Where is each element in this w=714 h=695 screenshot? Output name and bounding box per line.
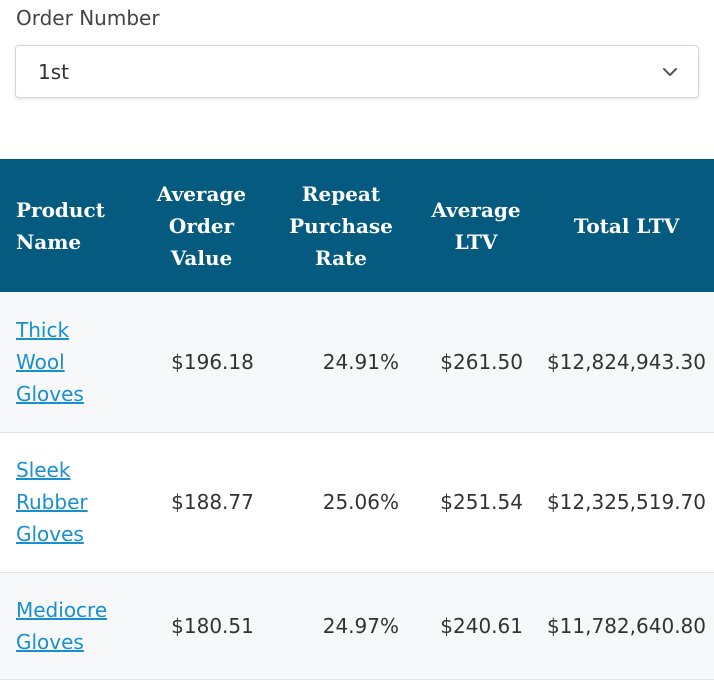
header-repeat-purchase-rate[interactable]: Repeat Purchase Rate bbox=[289, 181, 393, 270]
product-name-cell: Mediocre Gloves bbox=[0, 572, 134, 680]
total-ltv-cell: $12,325,519.70 bbox=[539, 432, 714, 573]
average-ltv-cell: $261.50 bbox=[413, 292, 539, 433]
product-ltv-table: Product Name Average Order Value Repeat … bbox=[0, 159, 714, 680]
order-number-label: Order Number bbox=[16, 6, 160, 30]
header-average-order-value[interactable]: Average Order Value bbox=[156, 181, 247, 270]
chevron-down-icon bbox=[663, 68, 677, 76]
average-order-value-cell: $188.77 bbox=[134, 432, 269, 573]
table-row: Mediocre Gloves $180.51 24.97% $240.61 $1… bbox=[0, 572, 714, 680]
product-link-mediocre-gloves[interactable]: Mediocre Gloves bbox=[16, 597, 108, 654]
order-number-select[interactable]: 1st bbox=[15, 45, 699, 98]
repeat-purchase-rate-cell: 24.91% bbox=[269, 292, 413, 433]
total-ltv-cell: $12,824,943.30 bbox=[539, 292, 714, 433]
header-product-name[interactable]: Product Name bbox=[16, 197, 105, 254]
table-header-row: Product Name Average Order Value Repeat … bbox=[0, 159, 714, 292]
product-link-sleek-rubber-gloves[interactable]: Sleek Rubber Gloves bbox=[16, 458, 88, 546]
total-ltv-cell: $11,782,640.80 bbox=[539, 572, 714, 680]
order-number-selected-value: 1st bbox=[38, 60, 69, 84]
product-name-cell: Thick Wool Gloves bbox=[0, 292, 134, 433]
repeat-purchase-rate-cell: 25.06% bbox=[269, 432, 413, 573]
average-ltv-cell: $240.61 bbox=[413, 572, 539, 680]
product-link-thick-wool-gloves[interactable]: Thick Wool Gloves bbox=[16, 317, 84, 406]
table-row: Sleek Rubber Gloves $188.77 25.06% $251.54… bbox=[0, 432, 714, 573]
product-name-cell: Sleek Rubber Gloves bbox=[0, 432, 134, 573]
header-total-ltv[interactable]: Total LTV bbox=[573, 213, 680, 238]
table-row: Thick Wool Gloves $196.18 24.91% $261.50 $… bbox=[0, 292, 714, 433]
average-ltv-cell: $251.54 bbox=[413, 432, 539, 573]
repeat-purchase-rate-cell: 24.97% bbox=[269, 572, 413, 680]
header-average-ltv[interactable]: Average LTV bbox=[431, 197, 521, 254]
average-order-value-cell: $196.18 bbox=[134, 292, 269, 433]
average-order-value-cell: $180.51 bbox=[134, 572, 269, 680]
